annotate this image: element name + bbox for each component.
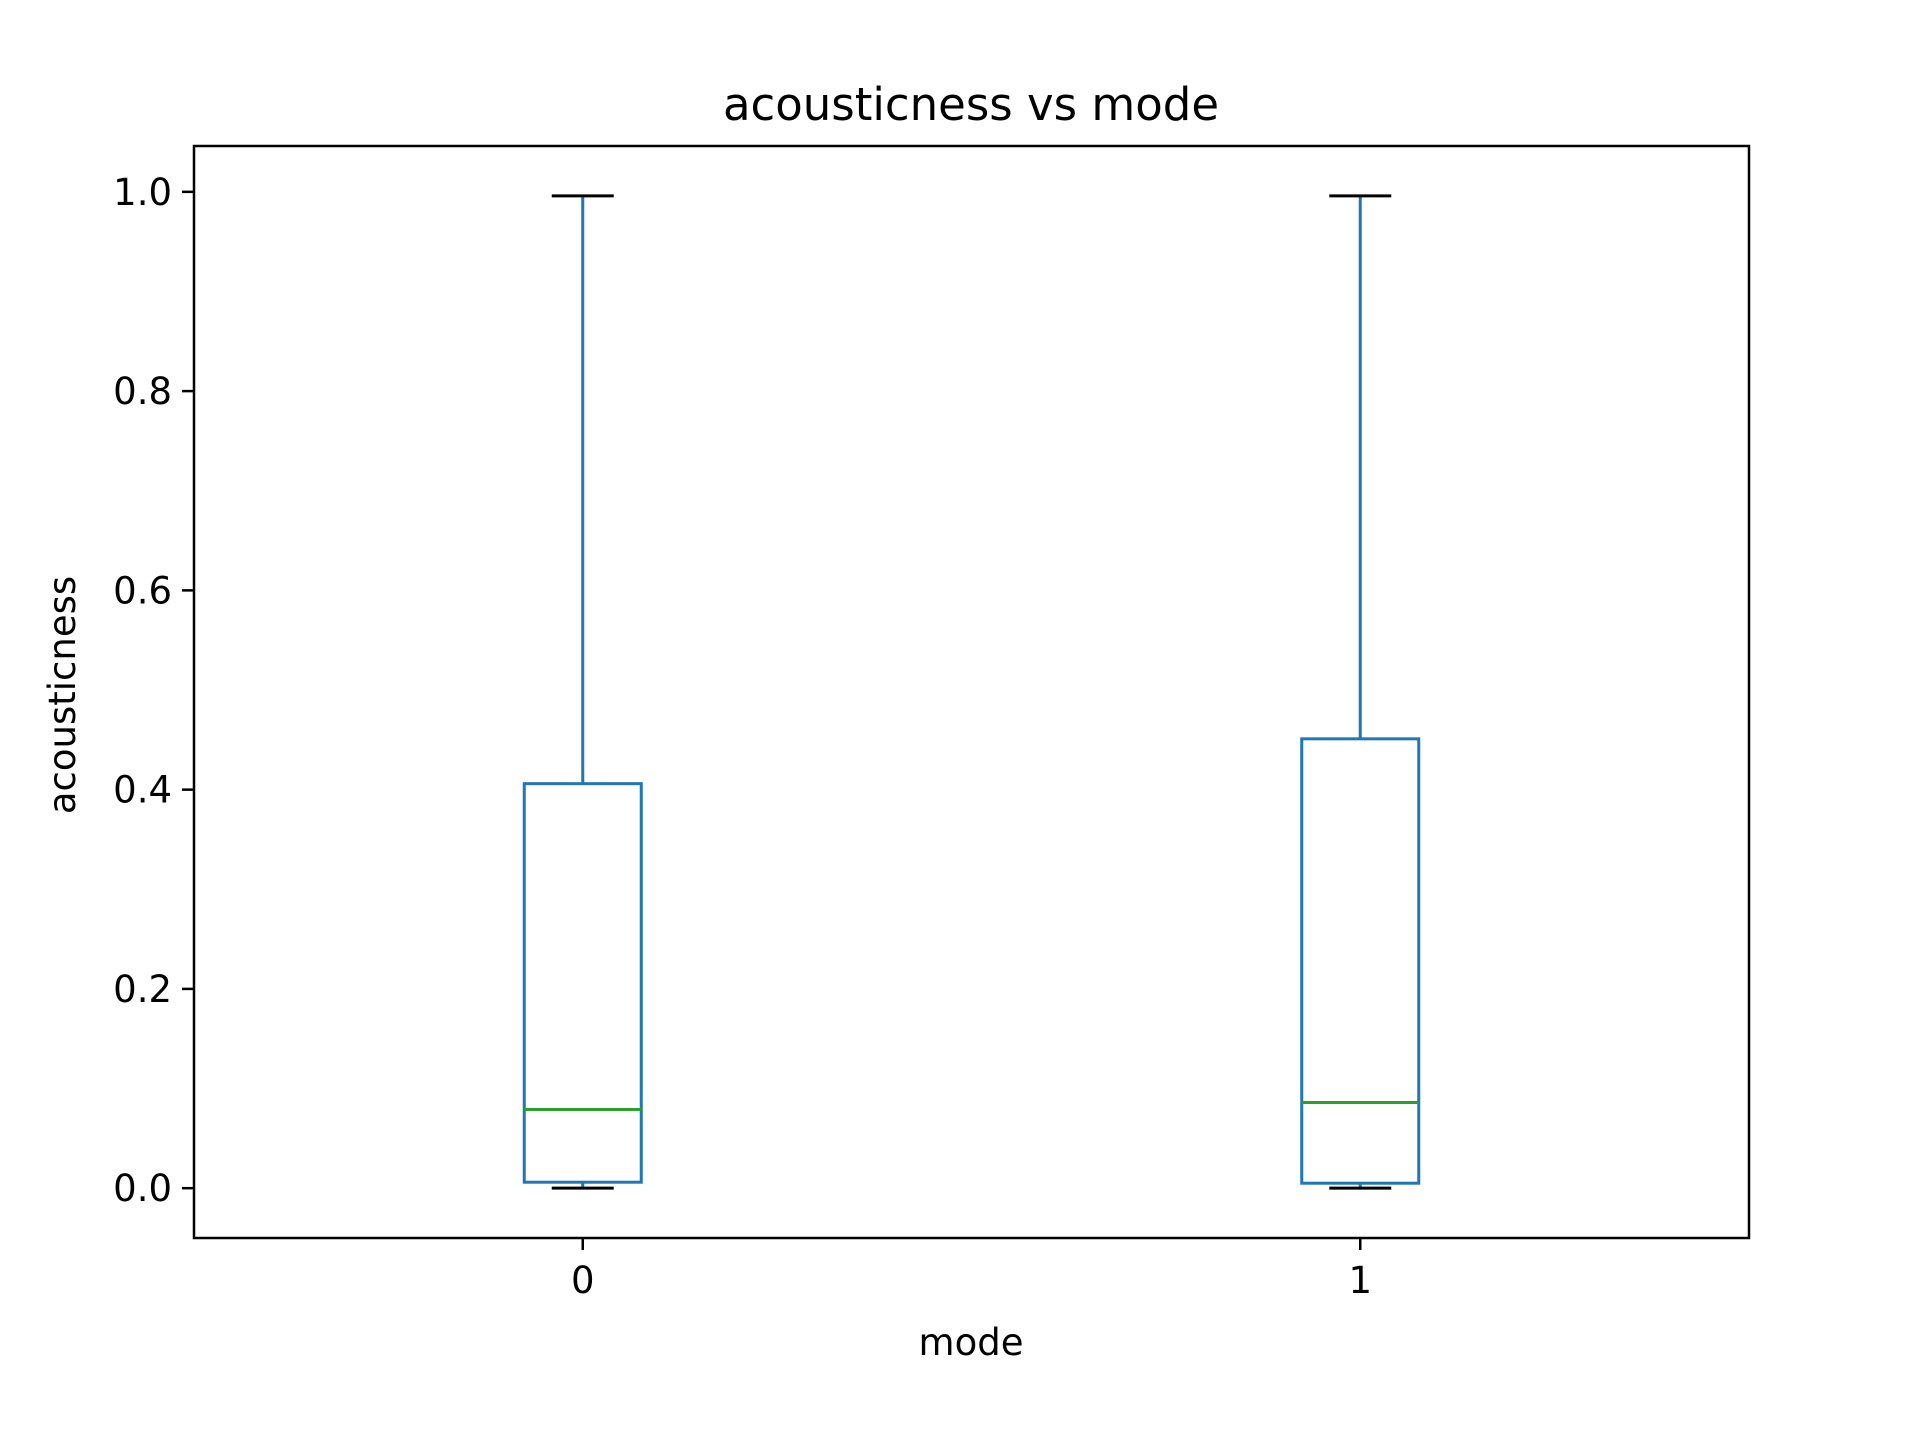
y-tick-label: 0.2	[113, 968, 172, 1011]
x-tick-label: 0	[571, 1259, 595, 1302]
box-group-0	[522, 194, 643, 1190]
y-axis-ticks: 0.0 0.2 0.4 0.6 0.8 1.0	[113, 171, 194, 1210]
y-tick-label: 1.0	[113, 171, 172, 214]
y-tick-label: 0.6	[113, 569, 172, 612]
y-tick-label: 0.4	[113, 769, 172, 812]
y-axis-label: acousticness	[41, 576, 84, 814]
x-axis-label: mode	[919, 1321, 1024, 1364]
chart-title: acousticness vs mode	[723, 78, 1219, 131]
y-tick-label: 0.8	[113, 370, 172, 413]
box-group-1	[1300, 194, 1421, 1190]
box-rect	[522, 782, 643, 1184]
axes-frame	[192, 144, 1751, 1240]
y-tick-label: 0.0	[113, 1167, 172, 1210]
x-tick-label: 1	[1348, 1259, 1372, 1302]
box-rect	[1300, 737, 1421, 1185]
chart-marks	[522, 194, 1421, 1190]
